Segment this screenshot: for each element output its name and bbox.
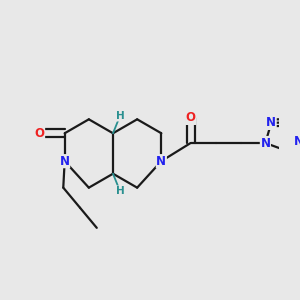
Text: O: O [186, 111, 196, 124]
Text: N: N [266, 116, 276, 129]
Text: H: H [116, 111, 124, 121]
Text: N: N [156, 155, 166, 168]
Text: N: N [60, 155, 70, 168]
Text: H: H [116, 186, 124, 196]
Text: N: N [260, 136, 270, 149]
Text: O: O [34, 127, 45, 140]
Text: N: N [294, 135, 300, 148]
